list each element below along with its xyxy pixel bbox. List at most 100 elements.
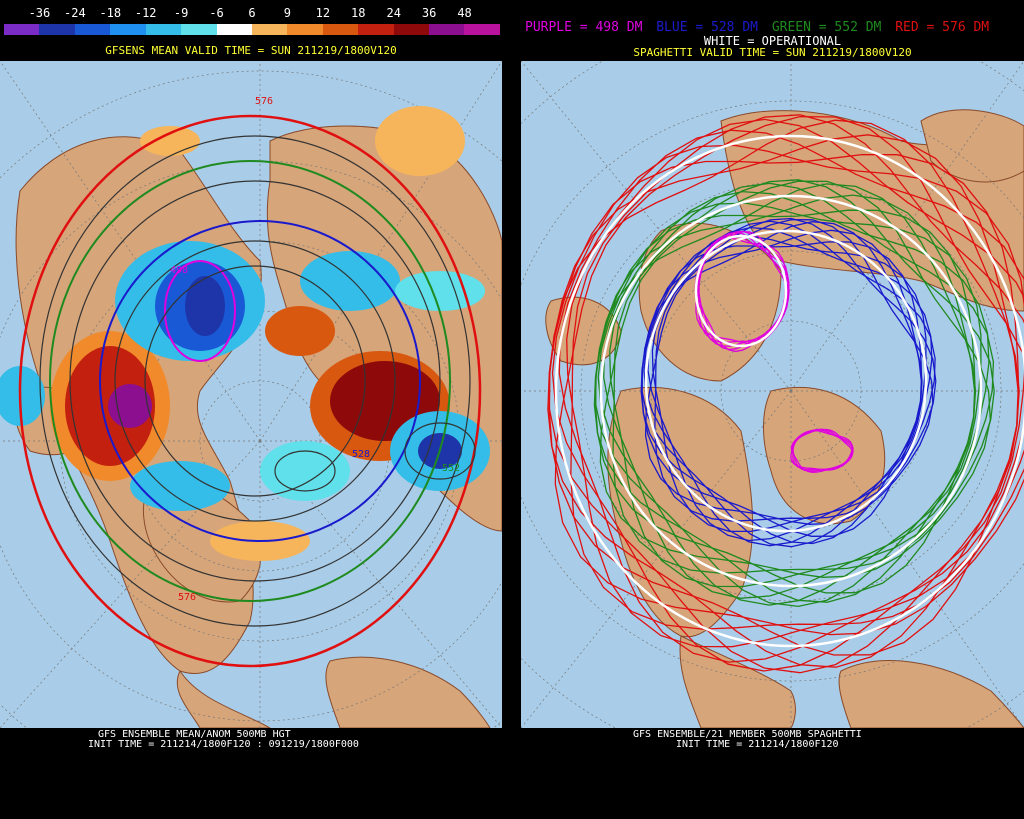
positive-anomaly-north: [375, 106, 465, 176]
colorbar-label: -6: [209, 6, 224, 20]
colorbar-label: 9: [283, 6, 292, 20]
contour-black-6: [274, 450, 336, 492]
colorbar-label: 36: [421, 6, 437, 20]
central-america-land: [679, 635, 796, 728]
negative-anomaly-central: [260, 441, 350, 501]
colorbar-swatch: [429, 24, 465, 35]
mean-anomaly-map: 498 528 552 576 576: [0, 61, 502, 728]
spaghetti-552-green: [603, 190, 990, 599]
contour-black-2: [69, 180, 441, 582]
contour-528-blue: [99, 220, 421, 542]
spaghetti-552-green: [599, 180, 991, 578]
spaghetti-map: [521, 61, 1024, 728]
negative-anomaly-far-west: [0, 366, 45, 426]
spaghetti-legend: PURPLE = 498 DM BLUE = 528 DM GREEN = 55…: [525, 20, 989, 35]
colorbar-label: 24: [386, 6, 401, 20]
contour-label-576-bottom: 576: [178, 592, 196, 603]
spaghetti-576-red: [548, 119, 1020, 656]
contour-black-5: [404, 422, 476, 480]
colorbar-swatch: [181, 24, 217, 35]
colorbar-label: -12: [134, 6, 157, 20]
right-valid-time-header: SPAGHETTI VALID TIME = SUN 211219/1800V1…: [633, 46, 912, 59]
colorbar-swatch: [145, 24, 182, 35]
left-footer-title: GFS ENSEMBLE MEAN/ANOM 500MB HGT: [98, 729, 291, 740]
colorbar-swatch: [74, 24, 111, 35]
right-footer-title: GFS ENSEMBLE/21 MEMBER 500MB SPAGHETTI: [633, 729, 862, 740]
spaghetti-contours: [547, 114, 1024, 674]
colorbar-label: -18: [99, 6, 122, 20]
spaghetti-552-green: [593, 194, 976, 603]
colorbar-label: 18: [351, 6, 366, 20]
colorbar-swatch: [464, 24, 500, 35]
colorbar-swatch: [393, 24, 430, 35]
colorbar-swatch: [39, 24, 75, 35]
colorbar-swatch: [216, 24, 252, 35]
contour-label-528: 528: [352, 449, 370, 460]
negative-anomaly-arctic: [300, 251, 400, 311]
spaghetti-552-green: [594, 183, 977, 594]
right-footer-init-time: INIT TIME = 211214/1800F120: [676, 739, 839, 750]
contour-576-red: [18, 114, 482, 668]
spaghetti-576-red: [558, 129, 1024, 663]
contour-label-552: 552: [442, 463, 460, 474]
spaghetti-528-blue: [647, 226, 933, 542]
contour-label-576-top: 576: [255, 96, 273, 107]
negative-anomaly-siberia-peak: [185, 276, 225, 336]
positive-anomaly-north-west: [140, 126, 200, 156]
anomaly-colorbar: -36 -24 -18 -12 -9 -6 6 9 12 18 24 36 48: [4, 6, 500, 35]
colorbar-swatch: [4, 24, 40, 35]
contour-labels: 498 528 552 576 576: [170, 96, 460, 603]
legend-blue: BLUE = 528 DM: [656, 20, 758, 35]
spaghetti-498-purple: [697, 231, 790, 347]
colorbar-swatch: [322, 24, 359, 35]
spaghetti-panel: PURPLE = 498 DM BLUE = 528 DM GREEN = 55…: [521, 0, 1024, 819]
legend-green: GREEN = 552 DM: [771, 20, 882, 35]
colorbar-label: -9: [173, 6, 189, 20]
spaghetti-576-red: [566, 118, 1024, 648]
contour-label-498: 498: [170, 265, 188, 276]
spaghetti-576-red: [547, 134, 1019, 668]
positive-anomaly-pacific-peak: [108, 384, 152, 428]
colorbar-swatches: [4, 24, 500, 35]
negative-anomaly-southwest: [130, 461, 230, 511]
operational-contour: [644, 229, 928, 533]
spaghetti-528-blue: [644, 218, 934, 525]
colorbar-label: 48: [457, 6, 472, 20]
contour-498-purple: [164, 260, 236, 362]
spaghetti-552-green: [597, 202, 982, 606]
colorbar-label: 6: [248, 6, 256, 20]
colorbar-swatch: [287, 24, 323, 35]
central-america-land: [176, 670, 272, 728]
colorbar-swatch: [358, 24, 394, 35]
spaghetti-576-red: [554, 115, 1024, 636]
positive-anomaly-europe: [265, 306, 335, 356]
spaghetti-552-green: [612, 179, 995, 574]
operational-contour: [599, 194, 983, 588]
panel-divider: [502, 0, 521, 819]
colorbar-swatch: [110, 24, 146, 35]
left-footer-init-time: INIT TIME = 211214/1800F120 : 091219/180…: [88, 739, 359, 750]
spaghetti-498-purple-south: [790, 429, 853, 473]
operational-contour: [694, 234, 788, 348]
spaghetti-576-red: [570, 114, 1024, 630]
legend-white: WHITE = OPERATIONAL: [703, 34, 842, 48]
spaghetti-576-red: [551, 144, 1024, 672]
contour-black-1: [39, 135, 471, 627]
spaghetti-552-green: [609, 182, 995, 588]
legend-purple: PURPLE = 498 DM: [525, 20, 643, 35]
colorbar-label: 12: [315, 6, 331, 20]
colorbar-label: -36: [28, 6, 51, 20]
spaghetti-528-blue: [641, 221, 923, 537]
colorbar-label: -24: [64, 6, 86, 20]
contour-black-4: [144, 265, 366, 497]
legend-red: RED = 576 DM: [895, 20, 990, 35]
operational-contour: [554, 134, 1024, 648]
height-contours: [18, 114, 482, 668]
mean-anomaly-panel: -36 -24 -18 -12 -9 -6 6 9 12 18 24 36 48 GFSENS MEAN…: [0, 0, 502, 819]
left-valid-time-header: GFSENS MEAN VALID TIME = SUN 211219/1800…: [105, 44, 397, 57]
colorbar-labels: -36 -24 -18 -12 -9 -6 6 9 12 18 24 36 48: [4, 6, 500, 20]
contour-552-green: [49, 160, 451, 602]
spaghetti-528-blue: [654, 217, 937, 522]
south-america-land: [838, 660, 1024, 728]
contour-black-3: [114, 240, 396, 522]
